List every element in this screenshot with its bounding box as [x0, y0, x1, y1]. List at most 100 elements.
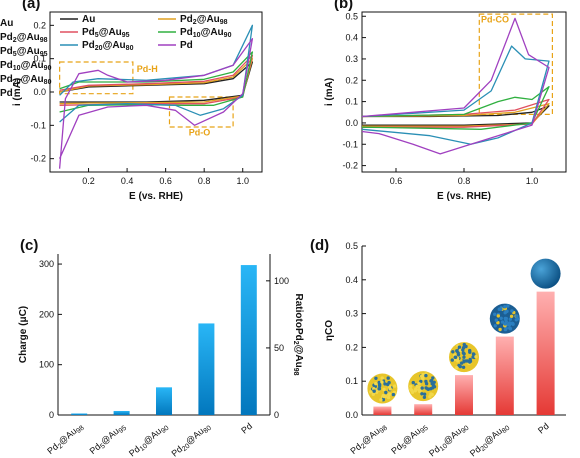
nanoparticle-atom — [411, 380, 415, 385]
y-tick-label: -0.2 — [30, 154, 46, 164]
annotation-box — [59, 61, 134, 95]
nanoparticle — [408, 371, 439, 402]
nanoparticle-atom — [506, 304, 510, 308]
plot-frame — [361, 11, 567, 173]
series-line — [361, 103, 550, 127]
nanoparticle-sphere — [530, 258, 561, 289]
nanoparticle-atom — [380, 380, 384, 384]
nanoparticle-sphere — [367, 373, 398, 404]
nanoparticle-atom — [456, 352, 461, 357]
nanoparticle-atom — [420, 392, 424, 396]
nanoparticle-atom — [431, 376, 435, 380]
legend-entry: Pd20​@Au80​ — [82, 40, 134, 52]
x-tick-label: Pd10​@Au90​ — [427, 421, 471, 458]
nanoparticle-atom — [457, 345, 462, 349]
nanoparticle-atom — [393, 384, 397, 388]
x-tick-label: Pd — [239, 421, 254, 436]
nanoparticle-atom — [503, 311, 507, 315]
nanoparticle-atom — [461, 348, 465, 352]
nanoparticle-atom — [419, 379, 423, 384]
x-tick-label: Pd20​@Au80​ — [468, 421, 512, 458]
nanoparticle-atom — [504, 326, 508, 330]
bar — [156, 387, 172, 415]
x-tick-label: 0.6 — [390, 176, 403, 186]
panel-b: (b) 0.6 0.8 1.0 -0.2 -0.1 0.0 0.1 0.2 0.3 0.4 0.5 E … — [0, 0, 567, 202]
y-axis-label: i (mA) — [12, 78, 23, 106]
y-tick-label: 0.2 — [33, 20, 46, 30]
nanoparticle-atom — [471, 352, 476, 356]
y-tick-label: 300 — [39, 259, 54, 269]
x-tick-label: Pd10​@Au90​ — [127, 421, 171, 458]
nanoparticle-atom — [379, 398, 383, 402]
nanoparticle-atom — [462, 352, 466, 356]
nanoparticle-atom — [424, 373, 428, 378]
nanoparticle-atom — [415, 384, 419, 389]
y-tick-label: 0.5 — [345, 241, 358, 251]
nanoparticle-atom — [410, 390, 415, 394]
nanoparticle-atom — [371, 392, 375, 396]
x-tick-label: Pd2​@Au98​ — [45, 421, 86, 458]
nanoparticle-atom — [388, 387, 392, 391]
nanoparticle-atom — [468, 350, 472, 354]
nanoparticle-atom — [458, 348, 462, 352]
nanoparticle-atom — [451, 350, 455, 354]
legend-entry: Pd2​@Au98​ — [180, 14, 228, 26]
nanoparticle-atom — [508, 317, 512, 321]
y-axis-label: Charge (μC) — [18, 306, 29, 363]
series-line — [58, 38, 254, 169]
x-axis-label: E (vs. RHE) — [437, 191, 491, 202]
y-axis-label: ηCO — [324, 320, 335, 341]
nanoparticle-atom — [468, 360, 472, 364]
legend-entry: Pd — [0, 88, 13, 99]
bar — [414, 404, 433, 415]
bar — [536, 291, 555, 415]
nanoparticle-atom — [516, 317, 520, 321]
panel-a: (a) 0.2 0.4 0.6 0.8 1.0 -0.2 -0.1 0.0 0.1 0.2 E (vs… — [12, 0, 263, 202]
panel-c: (c) 0 100 200 300 0 50 100 Charge (μC) RatiotoPd2… — [18, 237, 304, 458]
x-tick-label: Pd — [536, 421, 551, 436]
panel-label: (d) — [310, 237, 329, 254]
nanoparticle-atom — [424, 382, 429, 386]
nanoparticle-atom — [506, 322, 510, 327]
y-right-tick-label: 50 — [274, 343, 284, 353]
y-tick-label: 0.1 — [33, 54, 46, 64]
nanoparticle-atom — [500, 320, 505, 324]
nanoparticle-atom — [382, 387, 386, 392]
legend-entry: Pd5​@Au95​ — [82, 27, 130, 39]
y-tick-label: 200 — [39, 309, 54, 319]
nanoparticle-atom — [429, 379, 434, 383]
annotation-label: Pd-H — [137, 64, 158, 74]
y-axis-label: i (mA) — [324, 78, 335, 106]
series-line — [59, 61, 254, 103]
x-tick-label: 0.8 — [458, 176, 471, 186]
legend-entry: Pd10​@Au90​ — [0, 60, 52, 72]
legend-entry: Au — [82, 14, 95, 25]
nanoparticle-atom — [428, 395, 432, 399]
nanoparticle-atom — [510, 309, 514, 313]
nanoparticle-atom — [462, 355, 466, 359]
nanoparticle-atom — [493, 312, 497, 316]
annotation-box — [478, 13, 553, 116]
y-tick-label: 0.3 — [345, 54, 358, 64]
y-right-tick-label: 100 — [274, 276, 289, 286]
legend-entry: Pd2​@Au98​ — [0, 32, 48, 44]
y-tick-label: -0.2 — [342, 161, 358, 171]
x-tick-label: Pd2​@Au98​ — [348, 421, 389, 458]
y-tick-label: 0.4 — [345, 275, 358, 285]
nanoparticle-atom — [453, 355, 457, 359]
y-tick-label: 0.2 — [345, 75, 358, 85]
nanoparticle-atom — [429, 392, 433, 396]
y-tick-label: 0.4 — [345, 33, 358, 43]
nanoparticle-atom — [386, 382, 390, 387]
nanoparticle-atom — [499, 307, 503, 311]
nanoparticle-atom — [422, 395, 427, 399]
series-line — [361, 45, 550, 145]
y-tick-label: 0 — [49, 410, 54, 420]
nanoparticle-atom — [374, 376, 378, 380]
nanoparticle-atom — [450, 358, 454, 362]
y-right-tick-label: 0 — [274, 410, 279, 420]
legend-entry: Pd20​@Au80​ — [0, 74, 52, 86]
nanoparticle-atom — [507, 326, 512, 330]
nanoparticle-atom — [496, 321, 500, 325]
